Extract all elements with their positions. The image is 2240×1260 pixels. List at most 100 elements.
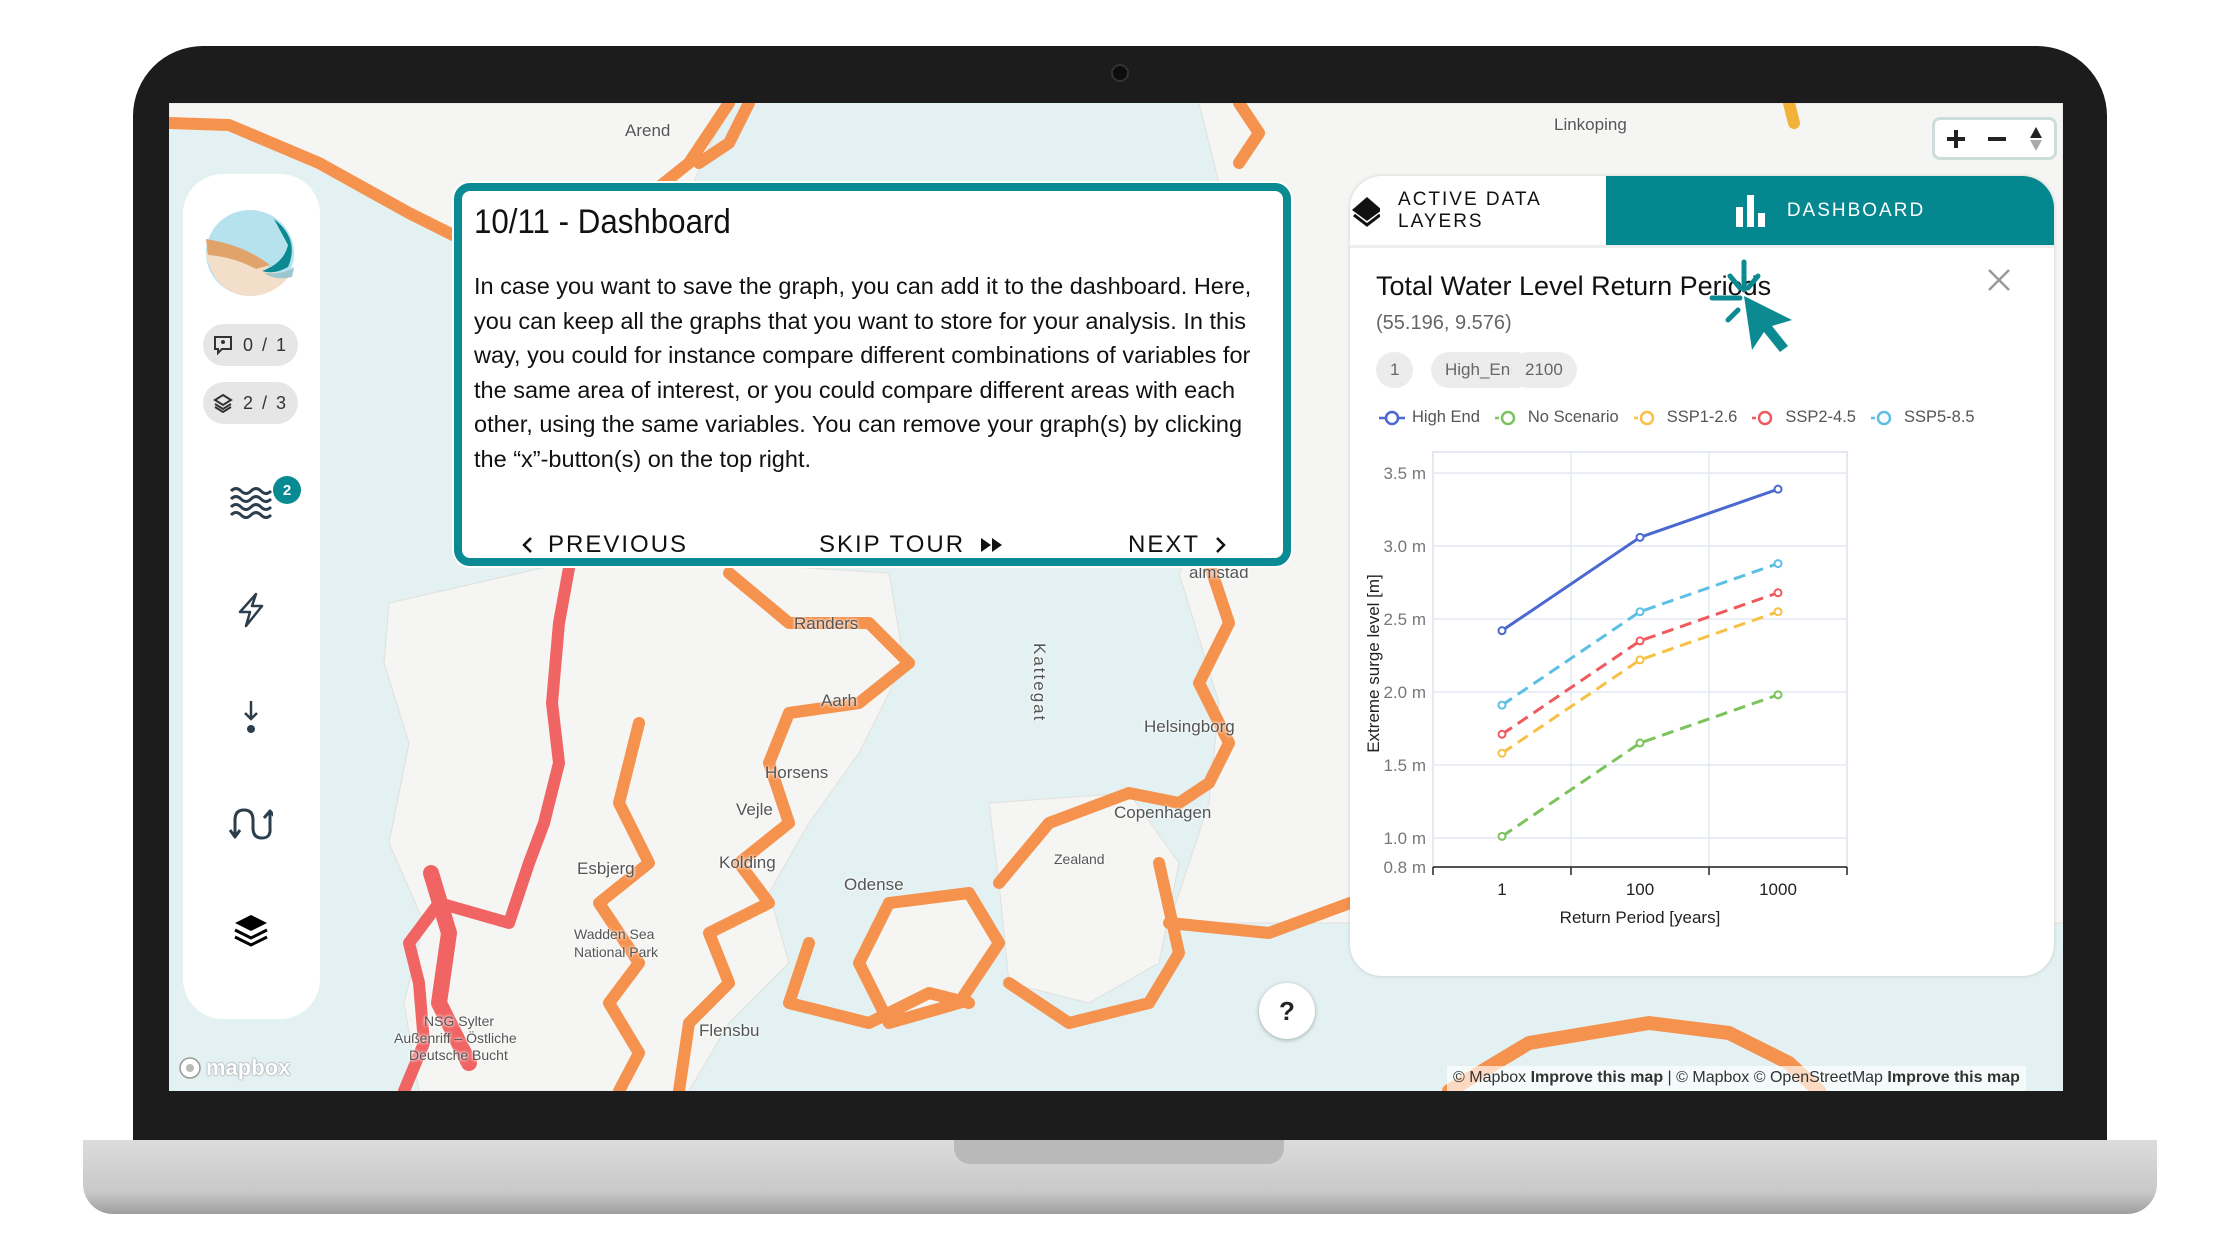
data-point: [1635, 655, 1645, 665]
series-line: [1501, 562, 1779, 707]
y-tick-label: 1.0 m: [1383, 829, 1426, 848]
wave-arrows-icon: [229, 808, 273, 840]
legend-item[interactable]: SSP5-8.5: [1870, 408, 1975, 427]
previous-label: PREVIOUS: [548, 531, 689, 558]
data-point: [1497, 626, 1507, 636]
legend-label: SSP5-8.5: [1903, 408, 1975, 426]
legend-marker-icon: [1379, 410, 1405, 425]
tour-body: In case you want to save the graph, you …: [474, 273, 1252, 472]
map-zoom-controls: [1932, 117, 2057, 160]
y-tick-label: 2.5 m: [1383, 610, 1426, 629]
legend-item[interactable]: SSP2-4.5: [1751, 408, 1856, 427]
arrow-down-point-icon: [244, 701, 258, 733]
tide-button[interactable]: [221, 794, 281, 854]
y-tick-label: 0.8 m: [1383, 858, 1426, 877]
mapbox-logo-icon: [179, 1057, 201, 1079]
tab-dashboard[interactable]: DASHBOARD: [1606, 176, 2054, 245]
tour-dialog: 10/11 - Dashboard In case you want to sa…: [454, 183, 1291, 566]
close-graph-button[interactable]: [1985, 266, 2015, 296]
compass-button[interactable]: [2028, 126, 2044, 152]
legend-label: No Scenario: [1527, 408, 1619, 426]
map-label: Deutsche Bucht: [409, 1047, 508, 1063]
tab-divider: [1350, 245, 2054, 248]
improve-map-link[interactable]: Improve this map: [1530, 1069, 1664, 1086]
attribution-text: © Mapbox: [1453, 1069, 1527, 1086]
series-line: [1501, 610, 1779, 755]
legend-marker-icon: [1633, 410, 1660, 425]
legend-label: High End: [1412, 408, 1480, 426]
data-point: [1773, 690, 1783, 700]
bar-chart-icon: [1735, 194, 1765, 227]
x-axis-label: Return Period [years]: [1560, 908, 1721, 927]
tab-active-data-layers[interactable]: ACTIVE DATA LAYERS: [1350, 176, 1606, 245]
card-coordinates: (55.196, 9.576): [1376, 312, 1512, 334]
skip-tour-label: SKIP TOUR: [819, 531, 966, 558]
map-label: Wadden Sea: [574, 926, 655, 942]
map-label: Randers: [794, 614, 859, 633]
chip: 1: [1376, 352, 1414, 388]
data-point: [1773, 607, 1783, 617]
legend-marker-icon: [1494, 410, 1521, 425]
comments-count: 0 / 1: [242, 334, 289, 355]
lightning-icon: [238, 592, 264, 628]
chip: 2100: [1511, 352, 1577, 388]
next-button[interactable]: NEXT: [1128, 531, 1228, 559]
storm-button[interactable]: [221, 580, 281, 640]
map-label: almstad: [1189, 563, 1249, 582]
map-label: Kolding: [719, 853, 776, 872]
y-axis-label: Extreme surge level [m]: [1364, 574, 1383, 753]
chart-legend: High End No Scenario SSP1-2.6 SSP2-4.5 SSP5-…: [1378, 408, 1975, 427]
tab-label: DASHBOARD: [1786, 199, 1926, 221]
map-label: National Park: [574, 944, 659, 960]
data-point: [1635, 532, 1645, 542]
legend-marker-icon: [1870, 410, 1897, 425]
legend-item[interactable]: High End: [1378, 408, 1480, 427]
waves-button[interactable]: [221, 472, 281, 532]
resize-handle[interactable]: [1350, 956, 1370, 976]
fast-forward-icon: [981, 538, 1003, 552]
layers-count: 2 / 3: [242, 392, 289, 413]
data-point: [1497, 700, 1507, 710]
layers-button[interactable]: [221, 900, 281, 960]
map-label: Vejle: [736, 800, 773, 819]
side-panel: ACTIVE DATA LAYERS DASHBOARD Total Water…: [1350, 176, 2054, 976]
next-label: NEXT: [1128, 531, 1201, 558]
x-tick-label: 1: [1497, 880, 1506, 899]
waves-badge: 2: [273, 476, 301, 504]
data-point: [1497, 831, 1507, 841]
map-label: NSG Sylter: [424, 1013, 495, 1029]
data-point: [1635, 636, 1645, 646]
skip-tour-button[interactable]: SKIP TOUR: [819, 531, 1005, 559]
map-attribution: © Mapbox Improve this map | © Mapbox © O…: [1447, 1066, 2026, 1091]
map-label: Odense: [844, 875, 904, 894]
chevron-right-icon: [1216, 537, 1226, 553]
data-point: [1635, 738, 1645, 748]
zoom-in-button[interactable]: [1945, 128, 1967, 150]
legend-item[interactable]: SSP1-2.6: [1633, 408, 1737, 427]
map-label: Horsens: [765, 763, 829, 782]
y-tick-label: 3.5 m: [1383, 464, 1426, 483]
map-label: Aarh: [821, 691, 857, 710]
data-point: [1773, 484, 1783, 494]
zoom-out-button[interactable]: [1986, 128, 2008, 150]
map-label: Flensbu: [699, 1021, 760, 1040]
improve-map-link[interactable]: Improve this map: [1887, 1069, 2020, 1086]
layers-counter[interactable]: 2 / 3: [203, 382, 298, 424]
layers-icon: [1352, 196, 1381, 227]
click-cursor-icon: [1709, 259, 1792, 352]
data-point: [1635, 607, 1645, 617]
line-chart: 0.8 m 1.0 m 1.5 m 2.0 m 2.5 m 3.0 m 3.5 m 1 100 1…: [1364, 451, 1848, 927]
mapbox-logo[interactable]: mapbox: [178, 1055, 290, 1081]
sidebar: 0 / 1 2 / 3 2: [183, 174, 320, 1019]
chevron-left-icon: [522, 537, 532, 553]
data-point: [1497, 748, 1507, 758]
comments-counter[interactable]: 0 / 1: [203, 324, 298, 366]
previous-button[interactable]: PREVIOUS: [520, 531, 688, 559]
layers-outline-icon: [213, 393, 233, 413]
legend-label: SSP2-4.5: [1785, 408, 1856, 426]
help-button[interactable]: ?: [1259, 983, 1315, 1039]
legend-item[interactable]: No Scenario: [1494, 408, 1619, 427]
map-label: Arend: [625, 121, 671, 140]
subsidence-button[interactable]: [221, 687, 281, 747]
legend-marker-icon: [1752, 410, 1779, 425]
